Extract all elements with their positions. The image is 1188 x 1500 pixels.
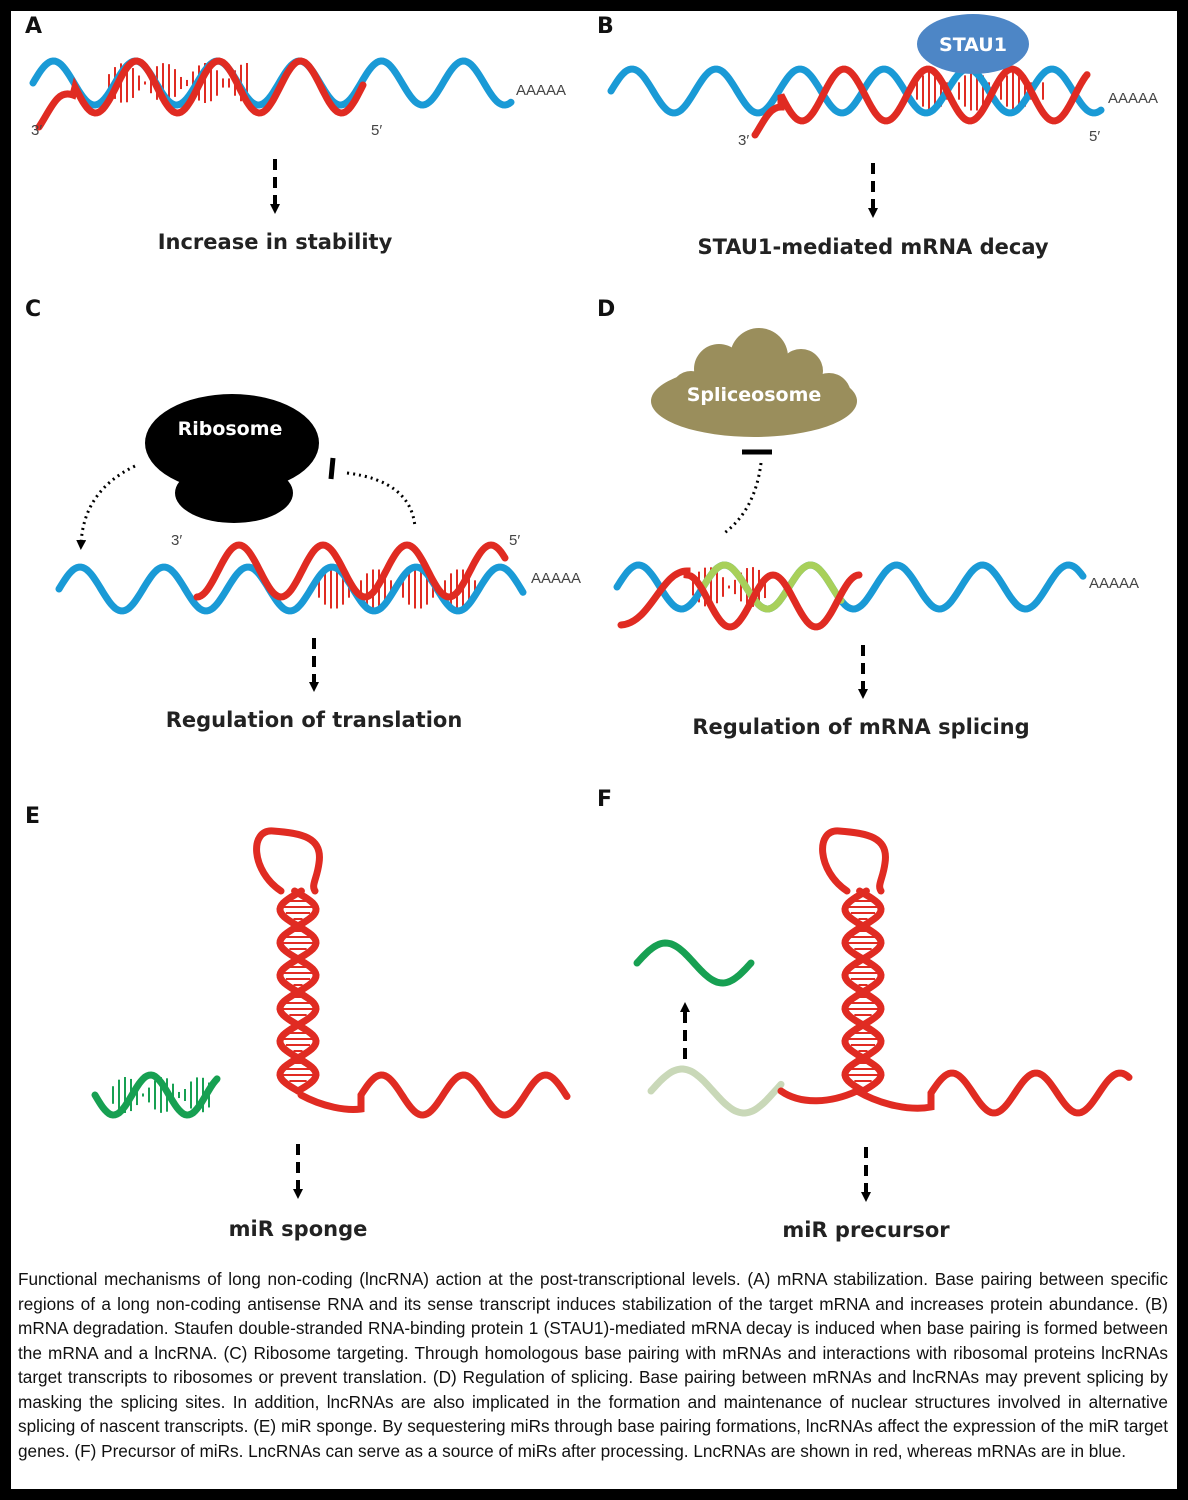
panel-d-lncrna-strand: [617, 567, 863, 631]
panel-e-hairpin-loop: [253, 827, 323, 895]
panel-c-inhibition-line: [328, 457, 417, 528]
stau1-label: STAU1: [939, 34, 1007, 56]
panel-f-hairpin-loop: [819, 827, 889, 895]
lncrna-mechanisms-diagram: A 3′ 5′ AAAAA Increase in stability B ST…: [25, 14, 1158, 1242]
panel-a-5prime-label: 5′: [371, 122, 382, 139]
spliceosome: Spliceosome: [651, 328, 857, 437]
panel-c-outcome: Regulation of translation: [166, 708, 463, 732]
panel-b-5prime-label: 5′: [1089, 128, 1100, 145]
panel-a-letter: A: [25, 14, 42, 39]
panel-f-letter: F: [597, 787, 612, 812]
panel-c-3prime-label: 3′: [171, 532, 182, 549]
figure-caption: Functional mechanisms of long non-coding…: [18, 1269, 1168, 1461]
panel-c-polya-label: AAAAA: [531, 570, 581, 587]
panel-f-lncrna-tail: [777, 1069, 1133, 1117]
ribosome-label: Ribosome: [178, 418, 283, 440]
panel-f-hairpin-stem-b: [841, 887, 885, 1095]
panel-e: E miR sponge: [25, 804, 571, 1241]
panel-c-targeting-arrow: [76, 464, 136, 550]
panel-c-lncrna-strand: [193, 541, 509, 601]
panel-b-lncrna-strand: [751, 65, 1091, 139]
panel-f-outcome: miR precursor: [782, 1218, 950, 1242]
panel-e-letter: E: [25, 804, 40, 829]
processed-mir-strand: [633, 939, 755, 987]
panel-b-outcome: STAU1-mediated mRNA decay: [697, 235, 1048, 259]
panel-d-mrna-strand: [613, 561, 1087, 613]
spliceosome-label: Spliceosome: [687, 384, 822, 406]
mir-source-region: [647, 1065, 785, 1117]
panel-c: C Ribosome 3′ 5′ AAAAA Regulation of tra…: [25, 297, 581, 732]
stau1-protein: STAU1: [917, 14, 1029, 74]
panel-d-letter: D: [597, 297, 615, 322]
panel-a-lncrna-strand: [35, 57, 367, 131]
panel-a-polya-label: AAAAA: [516, 82, 566, 99]
panel-d-masked-site: [699, 561, 845, 613]
panel-f: F miR precursor: [597, 787, 1133, 1242]
bound-mir-strand: [91, 1071, 221, 1119]
panel-d-outcome: Regulation of mRNA splicing: [692, 715, 1029, 739]
panel-b-mrna-strand: [607, 65, 1105, 117]
panel-a: A 3′ 5′ AAAAA Increase in stability: [25, 14, 566, 254]
panel-d-inhibition-line: [722, 449, 772, 536]
panel-e-lncrna-tail-right: [297, 1071, 571, 1119]
panel-e-outcome: miR sponge: [229, 1217, 368, 1241]
panel-c-5prime-label: 5′: [509, 532, 520, 549]
panel-e-hairpin-stem-b: [276, 887, 320, 1095]
panel-d-polya-label: AAAAA: [1089, 575, 1139, 592]
panel-b-letter: B: [597, 14, 614, 39]
figure-frame: A 3′ 5′ AAAAA Increase in stability B ST…: [11, 11, 1177, 1489]
panel-c-letter: C: [25, 297, 41, 322]
ribosome: Ribosome: [145, 394, 319, 523]
panel-c-mrna-strand: [55, 563, 527, 615]
panel-d: D Spliceosome AAAAA Regulation of mRNA s…: [597, 297, 1139, 739]
panel-a-outcome: Increase in stability: [158, 230, 393, 254]
panel-b-polya-label: AAAAA: [1108, 90, 1158, 107]
panel-b-3prime-label: 3′: [738, 132, 749, 149]
panel-a-3prime-label: 3′: [31, 122, 42, 139]
panel-b: B STAU1 3′ 5′ AAAAA STAU1-mediated mRNA …: [597, 14, 1158, 259]
